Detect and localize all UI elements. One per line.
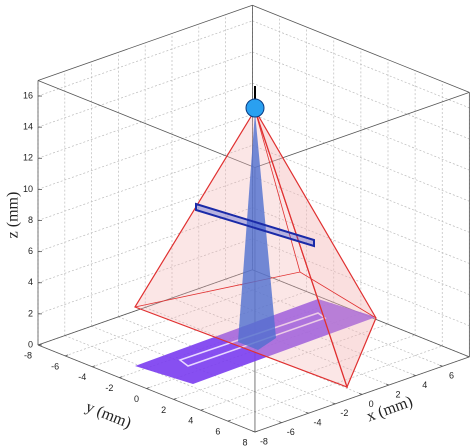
grid-line: [252, 82, 470, 171]
y-tick: [227, 419, 231, 422]
x-tick-label: 4: [422, 380, 427, 390]
y-tick: [37, 343, 42, 346]
y-tick-label: 6: [215, 427, 220, 437]
y-tick-label: -4: [78, 372, 86, 382]
x-tick-label: 2: [395, 389, 400, 399]
grid-line: [252, 20, 470, 109]
x-tick: [412, 374, 416, 377]
y-tick: [254, 430, 259, 433]
z-tick-label: 6: [28, 246, 33, 256]
x-tick: [466, 355, 470, 358]
y-tick: [173, 398, 177, 400]
x-tick-label: 6: [449, 371, 454, 381]
x-tick: [251, 430, 256, 433]
grid-line: [37, 113, 253, 190]
y-tick: [92, 365, 96, 368]
x-tick-label: 0: [369, 399, 374, 409]
grid-line: [37, 144, 253, 221]
pyramid-edge: [254, 109, 301, 273]
scene: [134, 86, 377, 389]
y-tick: [119, 376, 123, 379]
z-tick-label: 2: [28, 308, 33, 318]
grid-line: [252, 238, 470, 327]
grid-line: [37, 51, 253, 128]
box-edge: [252, 4, 470, 93]
x-tick: [439, 364, 443, 367]
box-edge: [37, 80, 256, 168]
z-tick-label: 4: [28, 277, 33, 287]
z-tick-label: 16: [23, 90, 33, 100]
x-tick-label: -2: [340, 408, 348, 418]
y-tick: [64, 354, 69, 357]
grid-line: [252, 144, 470, 233]
x-tick: [385, 383, 390, 386]
grid-line: [37, 20, 253, 97]
box-edge: [254, 91, 470, 168]
y-tick: [200, 408, 204, 411]
grid-line: [252, 113, 470, 202]
y-tick-label: -8: [24, 350, 32, 360]
z-tick-label: 12: [23, 153, 33, 163]
y-tick-label: 8: [242, 437, 247, 447]
x-tick: [278, 421, 282, 424]
x-tick: [305, 411, 309, 414]
y-tick: [146, 387, 150, 389]
x-tick-label: -4: [314, 418, 322, 428]
y-tick-label: 0: [134, 394, 139, 404]
y-tick-label: 4: [188, 416, 193, 426]
x-tick: [359, 393, 363, 395]
z-tick-label: 8: [28, 215, 33, 225]
grid-line: [252, 51, 470, 140]
pyramid-face: [254, 109, 377, 389]
x-tick-label: -8: [260, 436, 268, 446]
grid-line: [252, 207, 470, 295]
grid-line: [227, 345, 443, 422]
grid-line: [37, 207, 253, 284]
grid-line: [37, 176, 253, 252]
z-tick-label: 14: [23, 122, 33, 132]
grid-line: [37, 82, 253, 159]
grid-line: [252, 176, 470, 264]
beam: [238, 112, 276, 350]
y-axis-label: y (mm): [83, 398, 133, 432]
z-tick-label: 0: [28, 339, 33, 349]
grid-line: [37, 238, 253, 315]
y-tick-label: 2: [161, 405, 166, 415]
x-tick-label: -6: [287, 427, 295, 437]
source: [245, 98, 265, 118]
y-tick-label: -2: [105, 383, 113, 393]
z-axis-label: z (mm): [5, 192, 22, 239]
slit: [195, 202, 315, 248]
x-tick: [332, 402, 336, 405]
box-edge: [37, 269, 253, 346]
z-tick-label: 10: [23, 184, 33, 194]
box-edge: [37, 4, 253, 81]
y-tick-label: -6: [51, 361, 59, 371]
